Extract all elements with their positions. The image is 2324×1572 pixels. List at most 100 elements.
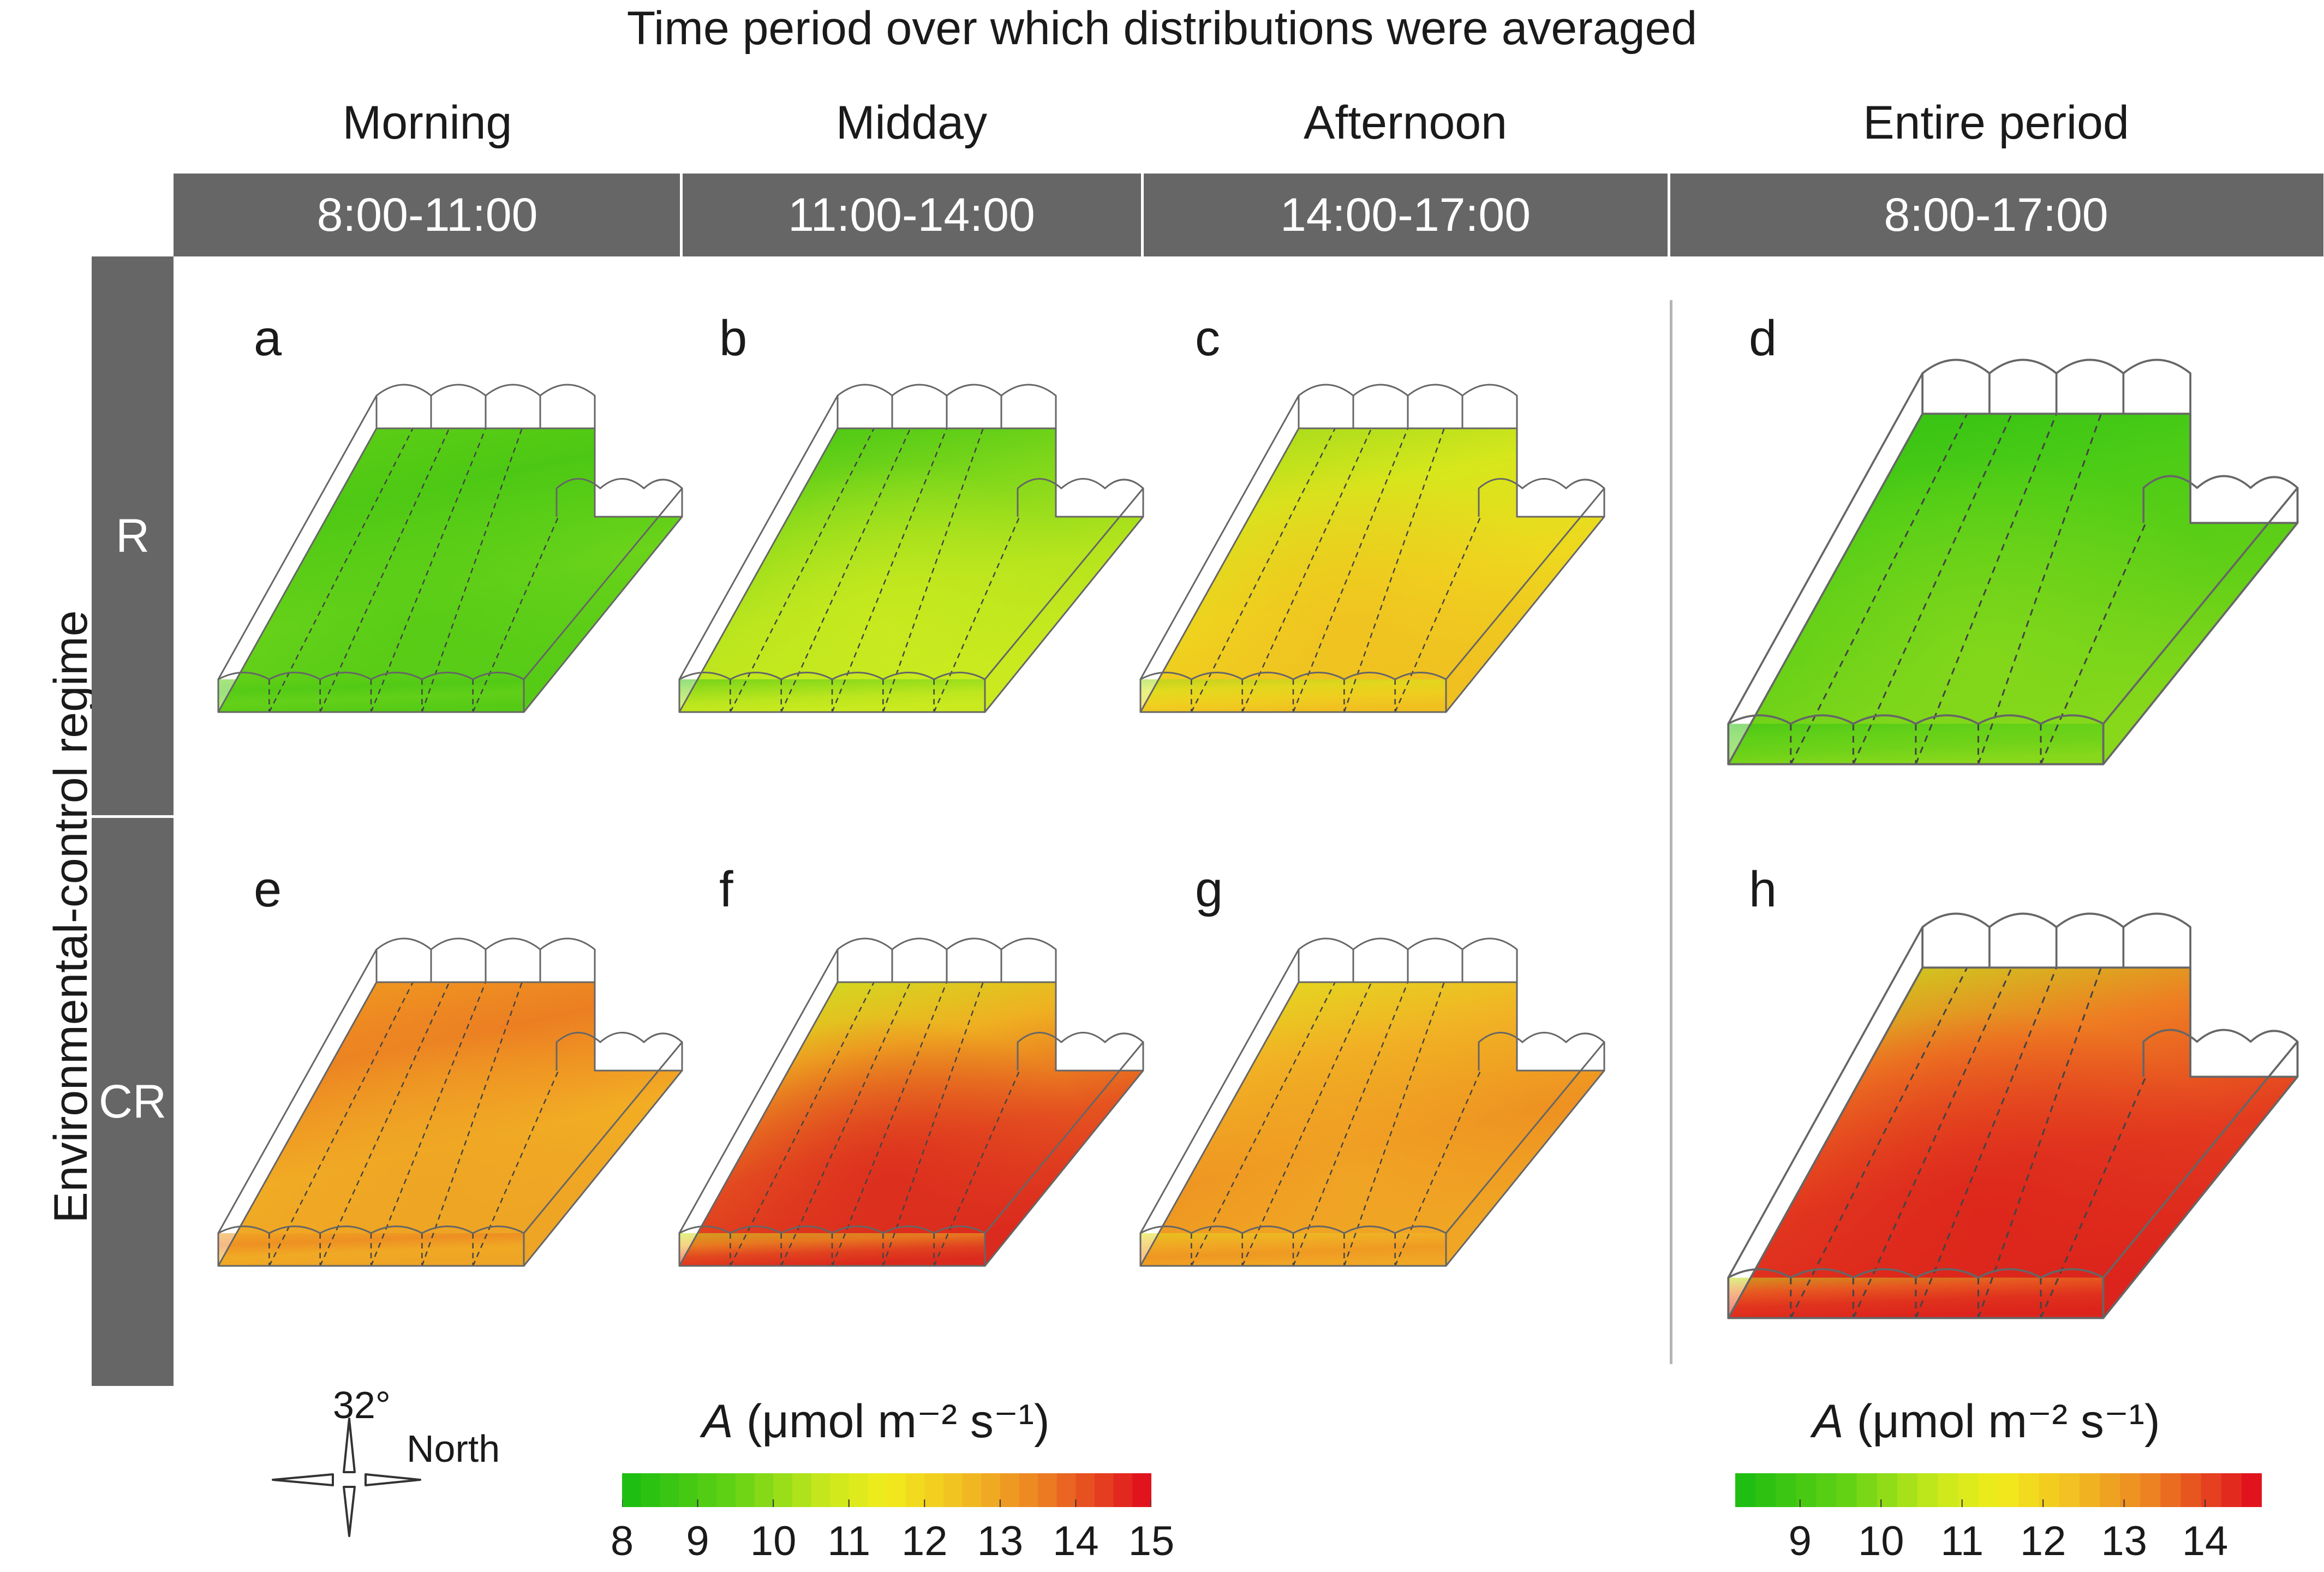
floor-outline [1139, 427, 1605, 713]
notch-arches [2142, 1029, 2299, 1077]
heat-front-wall [679, 679, 985, 712]
front-arches [1139, 672, 1447, 713]
colorbar-block [1816, 1473, 1837, 1507]
compass-angle: 32° [333, 1384, 391, 1426]
colorbar-block [622, 1473, 642, 1507]
panel-letter-c: c [1195, 310, 1220, 366]
heat-hotspot [679, 982, 1143, 1266]
colorbar-block [754, 1473, 774, 1507]
colorbar-block [792, 1473, 812, 1507]
greenhouse-map-a [217, 384, 683, 713]
colorbar-block [2140, 1473, 2161, 1507]
colorbar-left-ticks: 8 9 10 11 12 13 14 15 [611, 1517, 1174, 1566]
bay-line [831, 982, 948, 1266]
header-divider [1141, 174, 1144, 256]
bay-line [1790, 967, 1968, 1319]
colorbar-right-title: A (μmol m⁻² s⁻¹) [1812, 1395, 2160, 1448]
colorbar-block [641, 1473, 660, 1507]
notch-arches [555, 1032, 683, 1071]
column-name-morning: Morning [342, 97, 512, 149]
colorbar-block [2079, 1473, 2100, 1507]
colorbar-tick-label: 8 [610, 1518, 634, 1564]
bay-line [730, 982, 875, 1266]
colorbar-block [1836, 1473, 1857, 1507]
panel-letter-f: f [719, 862, 733, 917]
bay-line [472, 1070, 559, 1266]
front-arches [1727, 1268, 2105, 1319]
colorbar-tick-label: 10 [750, 1518, 797, 1564]
panel-letter-b: b [719, 310, 748, 366]
front-arches [678, 1226, 986, 1267]
floor-outline [678, 981, 1144, 1267]
colorbar-block [1958, 1473, 1979, 1507]
heat-front-wall [1728, 724, 2104, 764]
column-separator [1670, 300, 1672, 1364]
colorbar-block [887, 1473, 906, 1507]
colorbar-block [1095, 1473, 1114, 1507]
colorbar-block [1998, 1473, 2020, 1507]
header-divider [1668, 174, 1670, 256]
colorbar-tick-label: 13 [2101, 1518, 2147, 1564]
colorbar-block [2100, 1473, 2120, 1507]
colorbar-block [1897, 1473, 1918, 1507]
bay-line [1852, 967, 2013, 1319]
colorbar-block [1735, 1473, 1756, 1507]
header-divider [680, 174, 683, 256]
colorbar-block [2160, 1473, 2182, 1507]
column-name-entire-period: Entire period [1863, 97, 2129, 149]
floor-outline [217, 981, 683, 1267]
colorbar-block [868, 1473, 887, 1507]
colorbar-block [1056, 1473, 1077, 1507]
notch-arches [2142, 475, 2299, 523]
panel-letter-h: h [1749, 862, 1777, 917]
bay-line [1915, 413, 2058, 765]
floor-outline [1727, 966, 2299, 1319]
colorbar-tick-label: 14 [1053, 1518, 1099, 1564]
panel-letter-e: e [254, 862, 282, 917]
colorbar-right-ticks: 9 10 11 12 13 14 [1735, 1517, 2262, 1566]
bay-line [1790, 413, 1968, 765]
colorbar-block [2221, 1473, 2242, 1507]
heat-front-wall [218, 1233, 524, 1266]
front-arches [678, 672, 986, 713]
bay-line [933, 516, 1020, 713]
notch-arches [1478, 1032, 1605, 1071]
heat-hotspot [1140, 982, 1604, 1266]
heat-front-wall [1140, 1233, 1446, 1266]
colorbar-block [2039, 1473, 2060, 1507]
colorbar-tick-label: 12 [901, 1518, 948, 1564]
colorbar-block [2201, 1473, 2222, 1507]
floor-outline [678, 427, 1144, 713]
colorbar-tick-label: 11 [827, 1518, 871, 1564]
bay-line [1852, 413, 2013, 765]
colorbar-block [735, 1473, 755, 1507]
compass-north-label: North [407, 1427, 500, 1470]
heat-front-wall [679, 1233, 985, 1266]
floor-outline [1727, 413, 2299, 766]
colorbar-tick-label: 14 [2182, 1518, 2229, 1564]
floor-outline [217, 427, 683, 713]
panel-letter-d: d [1749, 310, 1777, 366]
colorbar-block [1938, 1473, 1958, 1507]
colorbar-block [697, 1473, 717, 1507]
colorbar-left-title: A (μmol m⁻² s⁻¹) [702, 1395, 1050, 1448]
bay-line [421, 982, 523, 1266]
bay-line [370, 982, 487, 1266]
greenhouse-map-d [1727, 358, 2299, 766]
bay-line [780, 428, 911, 713]
heat-front-wall [1140, 679, 1446, 712]
bay-line [319, 428, 450, 713]
colorbar-tick-label: 9 [686, 1518, 709, 1564]
colorbar-tick-label: 12 [2020, 1518, 2066, 1564]
colorbar-block [1877, 1473, 1898, 1507]
greenhouse-map-b [678, 384, 1144, 713]
bay-line [268, 428, 414, 713]
bay-line [319, 982, 450, 1266]
colorbar-block [2241, 1473, 2262, 1507]
bay-line [268, 982, 414, 1266]
front-arches [217, 672, 525, 713]
colorbar-block [905, 1473, 925, 1507]
bay-line [1978, 967, 2102, 1319]
colorbar-block [943, 1473, 963, 1507]
heat-front-wall [1728, 1277, 2104, 1318]
